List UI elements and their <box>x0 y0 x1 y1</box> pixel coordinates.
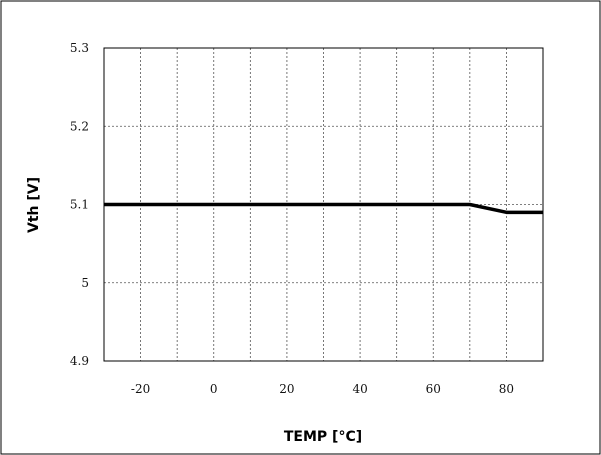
series-layer <box>104 202 543 215</box>
x-tick-label: 60 <box>426 382 441 396</box>
y-tick-label: 5.3 <box>70 41 89 55</box>
x-tick-label: 80 <box>499 382 514 396</box>
x-tick-label: 0 <box>210 382 218 396</box>
x-tick-label: -20 <box>131 382 150 396</box>
y-tick-labels: 4.9 5 5.1 5.2 5.3 <box>70 41 89 368</box>
series-line <box>104 202 543 215</box>
y-axis-title: Vth [V] <box>26 177 42 233</box>
y-tick-label: 4.9 <box>70 354 89 368</box>
y-tick-label: 5.2 <box>70 119 89 133</box>
x-tick-labels: -20 0 20 40 60 80 <box>131 382 514 396</box>
x-axis-title: TEMP [°C] <box>284 429 362 445</box>
x-tick-label: 20 <box>279 382 294 396</box>
y-tick-label: 5 <box>81 276 89 290</box>
x-tick-label: 40 <box>352 382 367 396</box>
y-tick-label: 5.1 <box>70 198 89 212</box>
